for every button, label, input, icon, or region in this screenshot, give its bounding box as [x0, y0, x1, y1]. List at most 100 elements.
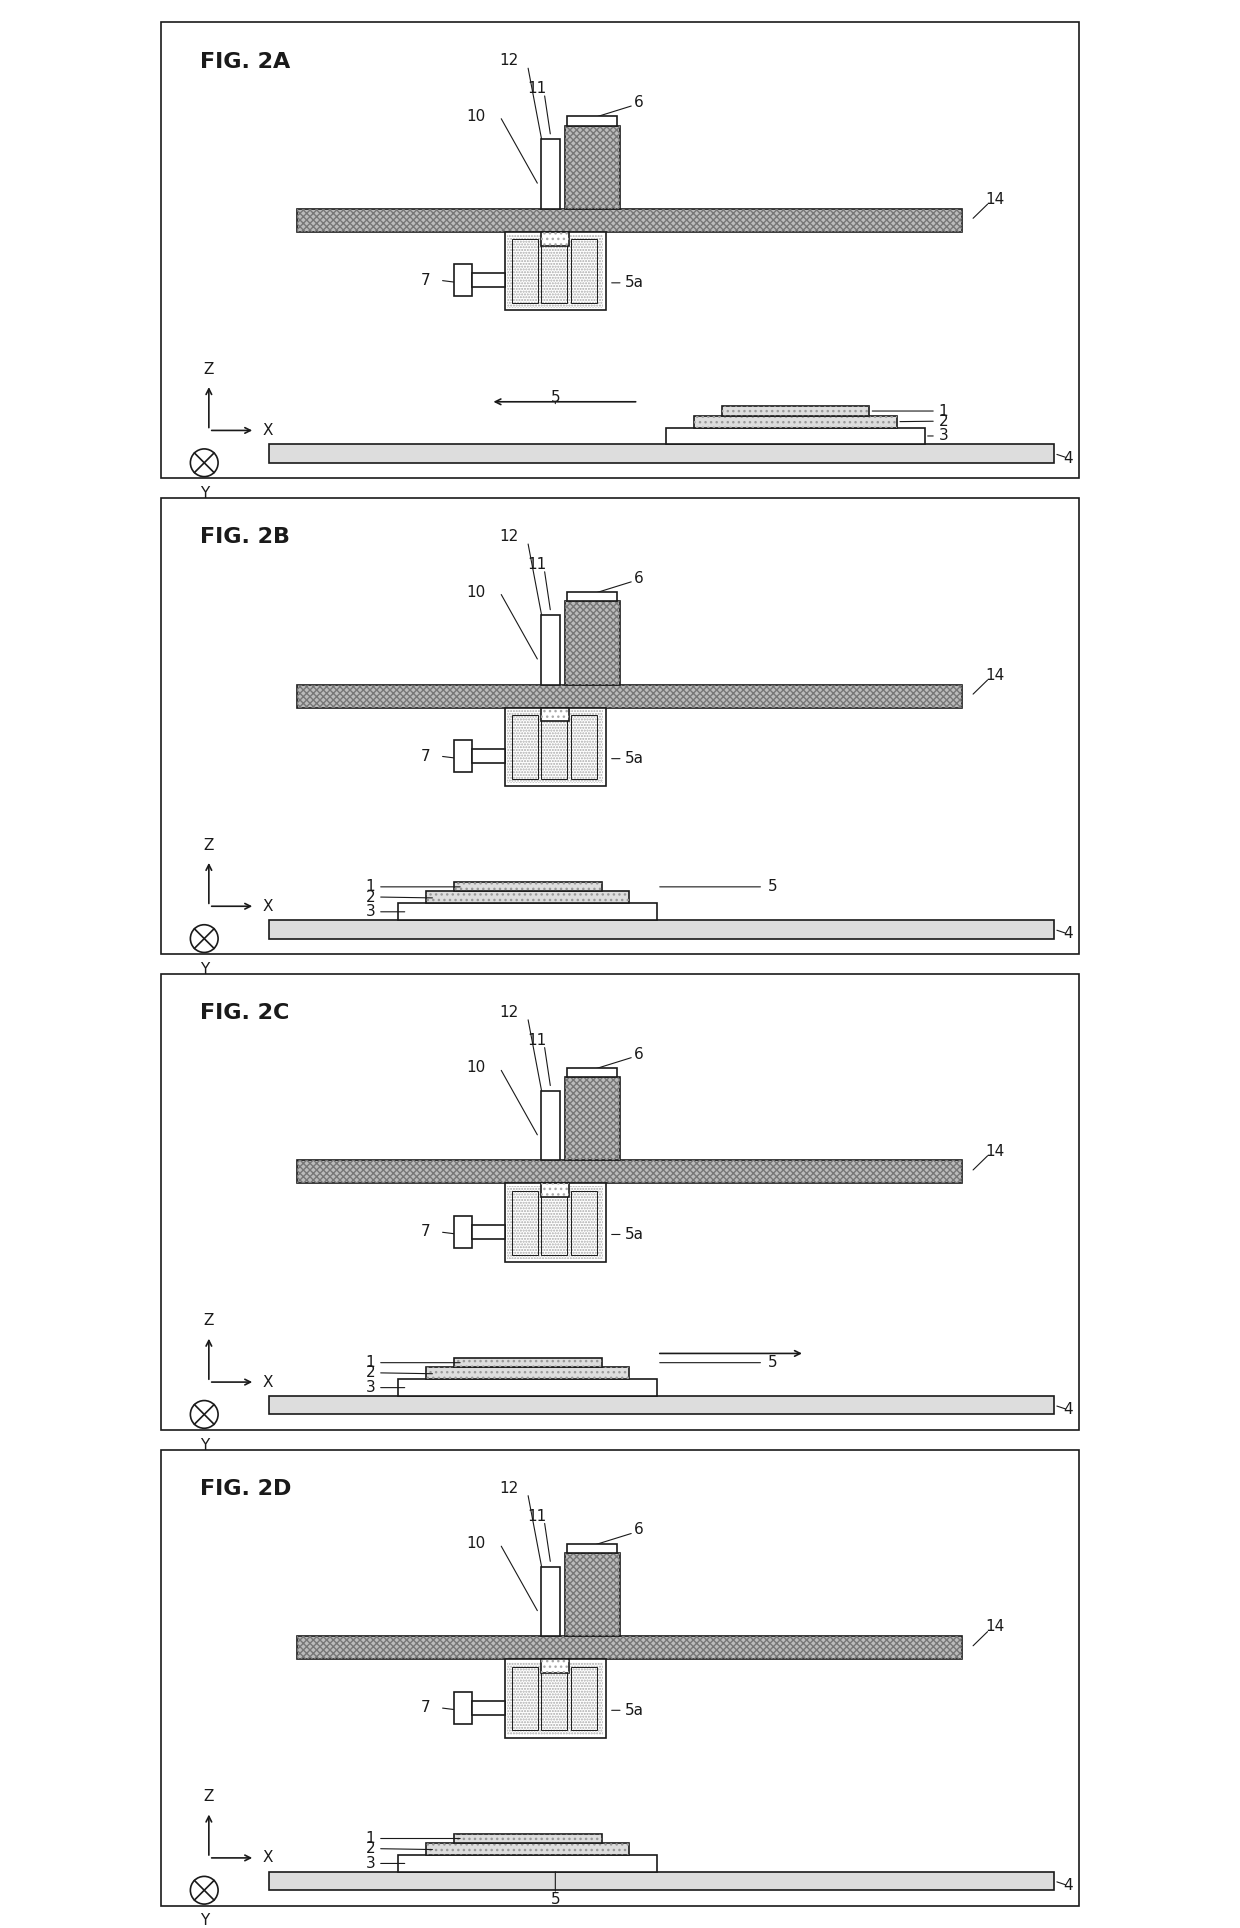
Bar: [296, 684, 962, 708]
Bar: [694, 416, 898, 428]
Text: 2: 2: [939, 415, 949, 428]
Text: 5a: 5a: [625, 752, 644, 765]
Bar: [512, 1192, 538, 1255]
Text: 10: 10: [466, 1537, 486, 1552]
Bar: [269, 443, 1054, 463]
Text: 14: 14: [985, 193, 1004, 206]
Bar: [542, 715, 568, 779]
Text: 11: 11: [527, 81, 546, 96]
Text: FIG. 2C: FIG. 2C: [200, 1003, 289, 1024]
Bar: [694, 416, 898, 428]
Bar: [296, 1161, 962, 1184]
Bar: [398, 1379, 657, 1396]
Bar: [427, 891, 629, 904]
Text: 2: 2: [366, 1841, 376, 1857]
Bar: [542, 1184, 569, 1197]
Text: 7: 7: [420, 748, 430, 763]
Bar: [505, 1184, 606, 1263]
Bar: [542, 239, 568, 303]
Bar: [269, 920, 1054, 939]
Bar: [564, 125, 620, 208]
Bar: [507, 235, 604, 308]
Text: 6: 6: [634, 1047, 644, 1062]
Text: 10: 10: [466, 108, 486, 123]
Bar: [572, 1192, 596, 1255]
Bar: [269, 1396, 1054, 1415]
Text: 3: 3: [366, 904, 376, 920]
Text: 4: 4: [1064, 451, 1073, 467]
Bar: [472, 1700, 505, 1714]
Bar: [296, 1637, 962, 1660]
Bar: [454, 740, 472, 773]
Bar: [512, 715, 538, 779]
Bar: [472, 750, 505, 763]
Bar: [572, 715, 596, 779]
Bar: [564, 125, 620, 208]
Text: 5a: 5a: [625, 1702, 644, 1718]
Bar: [507, 710, 604, 783]
Text: 4: 4: [1064, 1402, 1073, 1417]
Text: 3: 3: [939, 428, 949, 443]
Bar: [507, 1662, 604, 1735]
Text: 14: 14: [985, 667, 1004, 683]
Text: 10: 10: [466, 584, 486, 600]
Bar: [542, 139, 560, 208]
Bar: [542, 1192, 568, 1255]
Text: Z: Z: [203, 362, 215, 376]
Bar: [666, 428, 925, 443]
Bar: [542, 708, 569, 721]
Text: 6: 6: [634, 571, 644, 586]
Text: Y: Y: [200, 962, 208, 977]
Text: 3: 3: [366, 1380, 376, 1396]
Text: Y: Y: [200, 1438, 208, 1452]
Text: 2: 2: [366, 1365, 376, 1380]
Bar: [564, 1078, 620, 1161]
Bar: [454, 1357, 601, 1367]
Bar: [505, 231, 606, 310]
Text: 11: 11: [527, 1033, 546, 1047]
Bar: [568, 592, 618, 602]
Bar: [454, 883, 601, 891]
Bar: [296, 208, 962, 231]
Bar: [472, 274, 505, 287]
Bar: [269, 1872, 1054, 1889]
Bar: [572, 239, 596, 303]
Text: 5a: 5a: [625, 1226, 644, 1242]
Bar: [512, 1666, 538, 1731]
Text: 5: 5: [768, 1355, 777, 1371]
Text: 5: 5: [551, 1891, 560, 1907]
Bar: [542, 231, 569, 245]
Bar: [296, 1161, 962, 1184]
Bar: [564, 1554, 620, 1637]
Bar: [505, 708, 606, 787]
Bar: [542, 615, 560, 684]
Bar: [296, 1637, 962, 1660]
Bar: [542, 1666, 568, 1731]
Bar: [454, 1217, 472, 1247]
Text: Y: Y: [200, 1913, 208, 1928]
Bar: [568, 1068, 618, 1078]
Text: 4: 4: [1064, 1878, 1073, 1893]
Bar: [454, 1834, 601, 1843]
Text: 14: 14: [985, 1143, 1004, 1159]
Text: FIG. 2B: FIG. 2B: [200, 528, 290, 548]
Bar: [542, 1567, 560, 1637]
Text: X: X: [263, 898, 273, 914]
Bar: [454, 264, 472, 297]
Text: FIG. 2A: FIG. 2A: [200, 52, 290, 71]
Text: 7: 7: [420, 1700, 430, 1716]
Bar: [296, 208, 962, 231]
Text: 7: 7: [420, 1224, 430, 1240]
Text: 10: 10: [466, 1060, 486, 1076]
Bar: [427, 1843, 629, 1855]
Bar: [472, 1224, 505, 1240]
Text: 5: 5: [551, 389, 560, 405]
Bar: [427, 1843, 629, 1855]
Bar: [454, 1691, 472, 1724]
Bar: [564, 602, 620, 684]
Text: FIG. 2D: FIG. 2D: [200, 1479, 291, 1500]
Bar: [454, 883, 601, 891]
Text: 1: 1: [366, 1355, 376, 1371]
Bar: [454, 1834, 601, 1843]
Text: X: X: [263, 422, 273, 438]
